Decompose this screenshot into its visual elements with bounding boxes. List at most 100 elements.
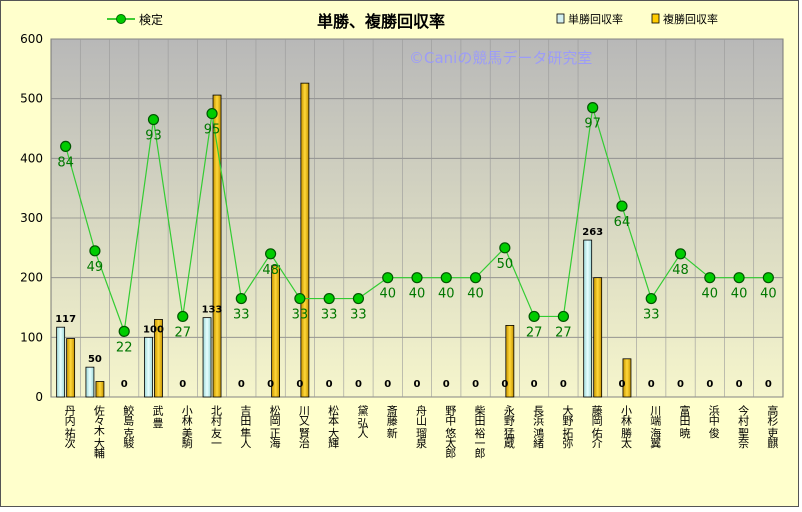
kentei-point [382,272,394,284]
data-label-tansho: 0 [706,379,713,390]
kentei-point [206,107,218,120]
bar-fukusho [95,381,105,398]
legend: 検定 単勝回収率 複勝回収率 [107,12,718,27]
data-label-kentei: 40 [438,287,455,302]
kentei-point [616,200,628,212]
x-tick-label: 野中 悠太郎 [444,405,457,458]
y-tick-label: 300 [20,211,43,225]
bar-fukusho [212,94,222,398]
kentei-point [469,272,482,284]
x-tick-label: 柴田 裕一郎 [473,404,486,458]
kentei-point [147,113,160,126]
data-label-tansho: 0 [501,379,508,390]
bar-fukusho [593,277,603,398]
kentei-point [294,292,306,305]
data-labels: 117 50 0 100 0 133 0 0 0 0 0 0 0 0 0 0 0 0 263 0 0 0 0 0 0 84 49 22… [55,117,776,390]
x-tick-label: 鮫島 克駿 [122,404,135,449]
y-tick-label: 400 [20,151,43,165]
data-label-kentei: 22 [116,340,133,355]
bar-tansho [56,326,66,398]
kentei-point [118,325,130,337]
data-label-kentei: 33 [350,308,367,323]
bar-tansho [144,336,153,398]
kentei-point [89,245,101,257]
data-label-tansho: 0 [560,379,567,390]
x-tick-label: 吉田 隼人 [239,405,252,448]
kentei-point [499,242,511,254]
grid-lines [51,38,783,398]
data-label-kentei: 27 [555,325,572,340]
legend-label-bar2: 複勝回収率 [663,12,718,26]
kentei-point [762,272,774,284]
kentei-point [235,292,247,305]
bar-fukusho [505,324,515,398]
data-label-kentei: 48 [672,263,689,278]
kentei-point [704,272,716,284]
data-label-tansho: 0 [414,379,421,390]
x-tick-label: 永野 猛蔵 [502,404,515,449]
kentei-point [674,248,687,260]
data-label-kentei: 33 [233,308,250,323]
legend-swatch-bar1 [556,13,565,24]
data-label-tansho: 0 [121,379,128,390]
x-tick-label: 浜中 俊 [707,405,720,438]
x-tick-label: 川又 賢治 [297,405,310,449]
y-tick-label: 500 [20,92,43,106]
data-label-kentei: 40 [760,287,777,302]
kentei-point [645,292,657,305]
y-tick-label: 200 [20,271,43,285]
bar-tansho [202,317,212,398]
data-label-tansho: 0 [355,379,362,390]
data-label-tansho: 0 [238,379,245,390]
x-tick-label: 長浜 鴻緒 [532,405,545,449]
data-label-kentei: 49 [87,260,104,275]
kentei-point [411,272,423,284]
x-tick-label: 松本 大輝 [327,404,340,449]
kentei-point [528,310,540,323]
data-label-tansho: 117 [55,314,76,325]
x-tick-label: 舟山 瑠泉 [415,404,428,448]
kentei-point [557,310,570,323]
data-label-kentei: 27 [526,325,543,340]
bar-tansho [85,366,95,398]
x-tick-label: 藤岡 佑介 [590,405,603,448]
data-label-tansho: 0 [296,379,303,390]
bar-series [56,82,632,398]
category-labels: 丹内 祐次 佐々木 大輔 鮫島 克駿 武 豊 小林 美駒 北村 友一 吉田 隼人 松岡 正海 川… [63,404,779,459]
bar-fukusho [271,265,281,398]
y-tick-label: 600 [20,32,43,46]
x-tick-label: 大野 拓弥 [561,404,574,449]
x-tick-label: 丹内 祐次 [63,405,76,449]
data-label-tansho: 0 [648,379,655,390]
data-label-tansho: 0 [736,379,743,390]
bar-fukusho [154,319,163,398]
data-label-kentei: 64 [614,215,631,230]
kentei-point [323,292,335,305]
legend-swatch-bar2 [651,13,660,24]
data-label-tansho: 0 [618,379,625,390]
kentei-point [352,292,365,305]
data-label-kentei: 40 [467,287,484,302]
data-label-kentei: 33 [292,308,309,323]
data-label-kentei: 93 [145,129,162,144]
data-label-kentei: 97 [584,117,601,132]
x-tick-label: 小林 勝太 [619,405,632,449]
data-label-kentei: 40 [409,287,426,302]
data-label-kentei: 48 [262,263,279,278]
bar-tansho [583,239,593,398]
kentei-point [733,272,745,284]
x-tick-label: 松岡 正海 [268,404,281,449]
data-label-tansho: 0 [326,379,333,390]
kentei-point [440,272,452,284]
kentei-point [587,102,599,114]
x-tick-label: 武 豊 [151,405,164,428]
data-label-tansho: 133 [202,305,223,316]
data-label-tansho: 263 [582,227,603,238]
data-label-kentei: 40 [379,287,396,302]
data-label-kentei: 95 [204,123,221,138]
line-series [60,102,774,337]
legend-label-bar1: 単勝回収率 [568,12,623,26]
data-label-kentei: 40 [702,287,719,302]
bar-fukusho [66,338,76,398]
